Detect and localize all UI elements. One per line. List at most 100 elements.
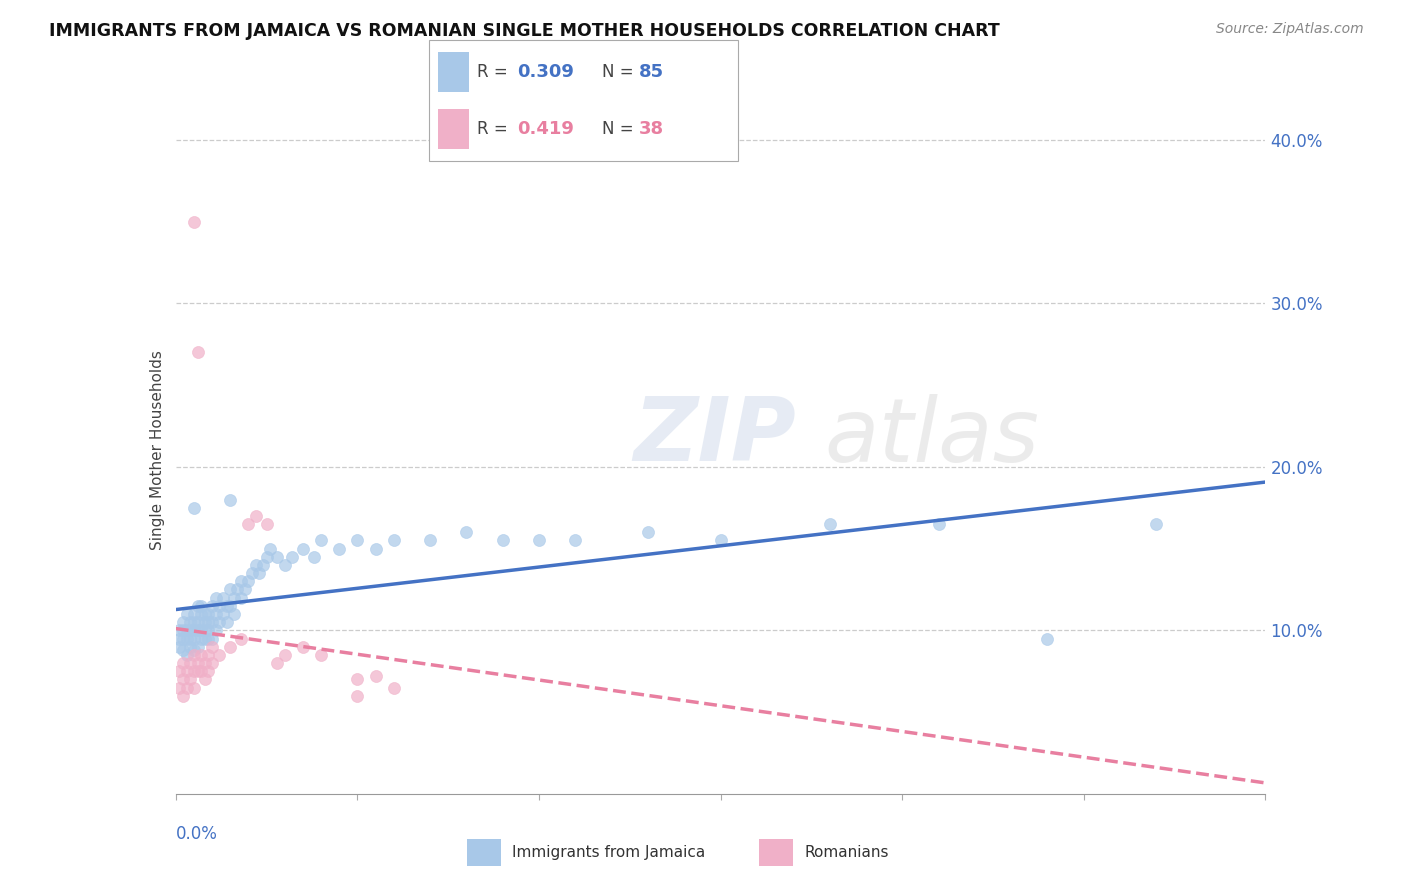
Point bbox=[183, 664, 205, 679]
FancyBboxPatch shape bbox=[467, 839, 501, 866]
Point bbox=[183, 607, 205, 621]
Point bbox=[169, 664, 191, 679]
Point bbox=[208, 599, 231, 613]
Point bbox=[176, 632, 198, 646]
Point bbox=[204, 607, 226, 621]
Point bbox=[256, 549, 278, 564]
Point bbox=[176, 607, 198, 621]
Point bbox=[238, 574, 260, 589]
Point bbox=[256, 516, 278, 531]
Point bbox=[176, 681, 198, 695]
Point bbox=[183, 615, 205, 630]
Point bbox=[291, 640, 314, 654]
Point bbox=[197, 648, 219, 662]
FancyBboxPatch shape bbox=[439, 109, 470, 149]
Point bbox=[197, 607, 219, 621]
Point bbox=[179, 615, 201, 630]
FancyBboxPatch shape bbox=[759, 839, 793, 866]
Text: Romanians: Romanians bbox=[804, 846, 889, 860]
Text: N =: N = bbox=[602, 63, 638, 81]
Point bbox=[186, 615, 209, 630]
Point bbox=[201, 599, 224, 613]
Point bbox=[172, 673, 194, 687]
Point bbox=[309, 533, 332, 548]
Point bbox=[252, 558, 274, 572]
Point bbox=[183, 681, 205, 695]
Point bbox=[176, 624, 198, 638]
Point bbox=[309, 648, 332, 662]
Point bbox=[190, 664, 212, 679]
Point bbox=[172, 689, 194, 703]
Point bbox=[197, 624, 219, 638]
Point bbox=[382, 681, 405, 695]
Point bbox=[382, 533, 405, 548]
Point bbox=[169, 681, 191, 695]
Point bbox=[219, 599, 242, 613]
Point bbox=[208, 648, 231, 662]
Point bbox=[364, 541, 387, 556]
Point bbox=[274, 558, 297, 572]
Point bbox=[183, 214, 205, 228]
Point bbox=[194, 673, 217, 687]
Point bbox=[302, 549, 325, 564]
Point bbox=[201, 656, 224, 670]
Point bbox=[215, 599, 238, 613]
Point bbox=[364, 669, 387, 683]
Point bbox=[186, 640, 209, 654]
Point bbox=[183, 632, 205, 646]
Point bbox=[231, 632, 253, 646]
Point bbox=[183, 643, 205, 657]
Point bbox=[281, 549, 304, 564]
Point bbox=[219, 640, 242, 654]
Point bbox=[190, 624, 212, 638]
Point bbox=[197, 632, 219, 646]
Point bbox=[172, 632, 194, 646]
Point bbox=[186, 656, 209, 670]
Point bbox=[219, 582, 242, 597]
Point bbox=[179, 640, 201, 654]
Text: 85: 85 bbox=[640, 63, 664, 81]
Point bbox=[226, 582, 249, 597]
Point bbox=[190, 632, 212, 646]
Point bbox=[346, 689, 368, 703]
Point bbox=[201, 615, 224, 630]
Point bbox=[179, 656, 201, 670]
Point bbox=[186, 624, 209, 638]
Point bbox=[259, 541, 281, 556]
Point bbox=[204, 624, 226, 638]
Point bbox=[194, 624, 217, 638]
Point bbox=[197, 615, 219, 630]
Point bbox=[179, 632, 201, 646]
Text: Source: ZipAtlas.com: Source: ZipAtlas.com bbox=[1216, 22, 1364, 37]
Point bbox=[186, 664, 209, 679]
Point bbox=[176, 648, 198, 662]
Point bbox=[190, 599, 212, 613]
Point bbox=[186, 599, 209, 613]
Text: IMMIGRANTS FROM JAMAICA VS ROMANIAN SINGLE MOTHER HOUSEHOLDS CORRELATION CHART: IMMIGRANTS FROM JAMAICA VS ROMANIAN SING… bbox=[49, 22, 1000, 40]
Point bbox=[172, 643, 194, 657]
Point bbox=[328, 541, 350, 556]
Point bbox=[527, 533, 550, 548]
Y-axis label: Single Mother Households: Single Mother Households bbox=[149, 351, 165, 550]
Point bbox=[419, 533, 441, 548]
Point bbox=[194, 656, 217, 670]
Point bbox=[1146, 516, 1168, 531]
Point bbox=[928, 516, 950, 531]
Point bbox=[564, 533, 586, 548]
Point bbox=[238, 516, 260, 531]
Point bbox=[247, 566, 270, 580]
Point bbox=[172, 615, 194, 630]
Point bbox=[212, 591, 235, 605]
Point bbox=[201, 632, 224, 646]
Point bbox=[274, 648, 297, 662]
Point bbox=[710, 533, 733, 548]
Point bbox=[194, 615, 217, 630]
Point bbox=[179, 624, 201, 638]
Point bbox=[212, 607, 235, 621]
Text: 0.419: 0.419 bbox=[517, 120, 574, 137]
Point bbox=[637, 525, 659, 540]
Text: 38: 38 bbox=[640, 120, 664, 137]
Point bbox=[346, 673, 368, 687]
Point bbox=[1036, 632, 1059, 646]
Point bbox=[194, 607, 217, 621]
